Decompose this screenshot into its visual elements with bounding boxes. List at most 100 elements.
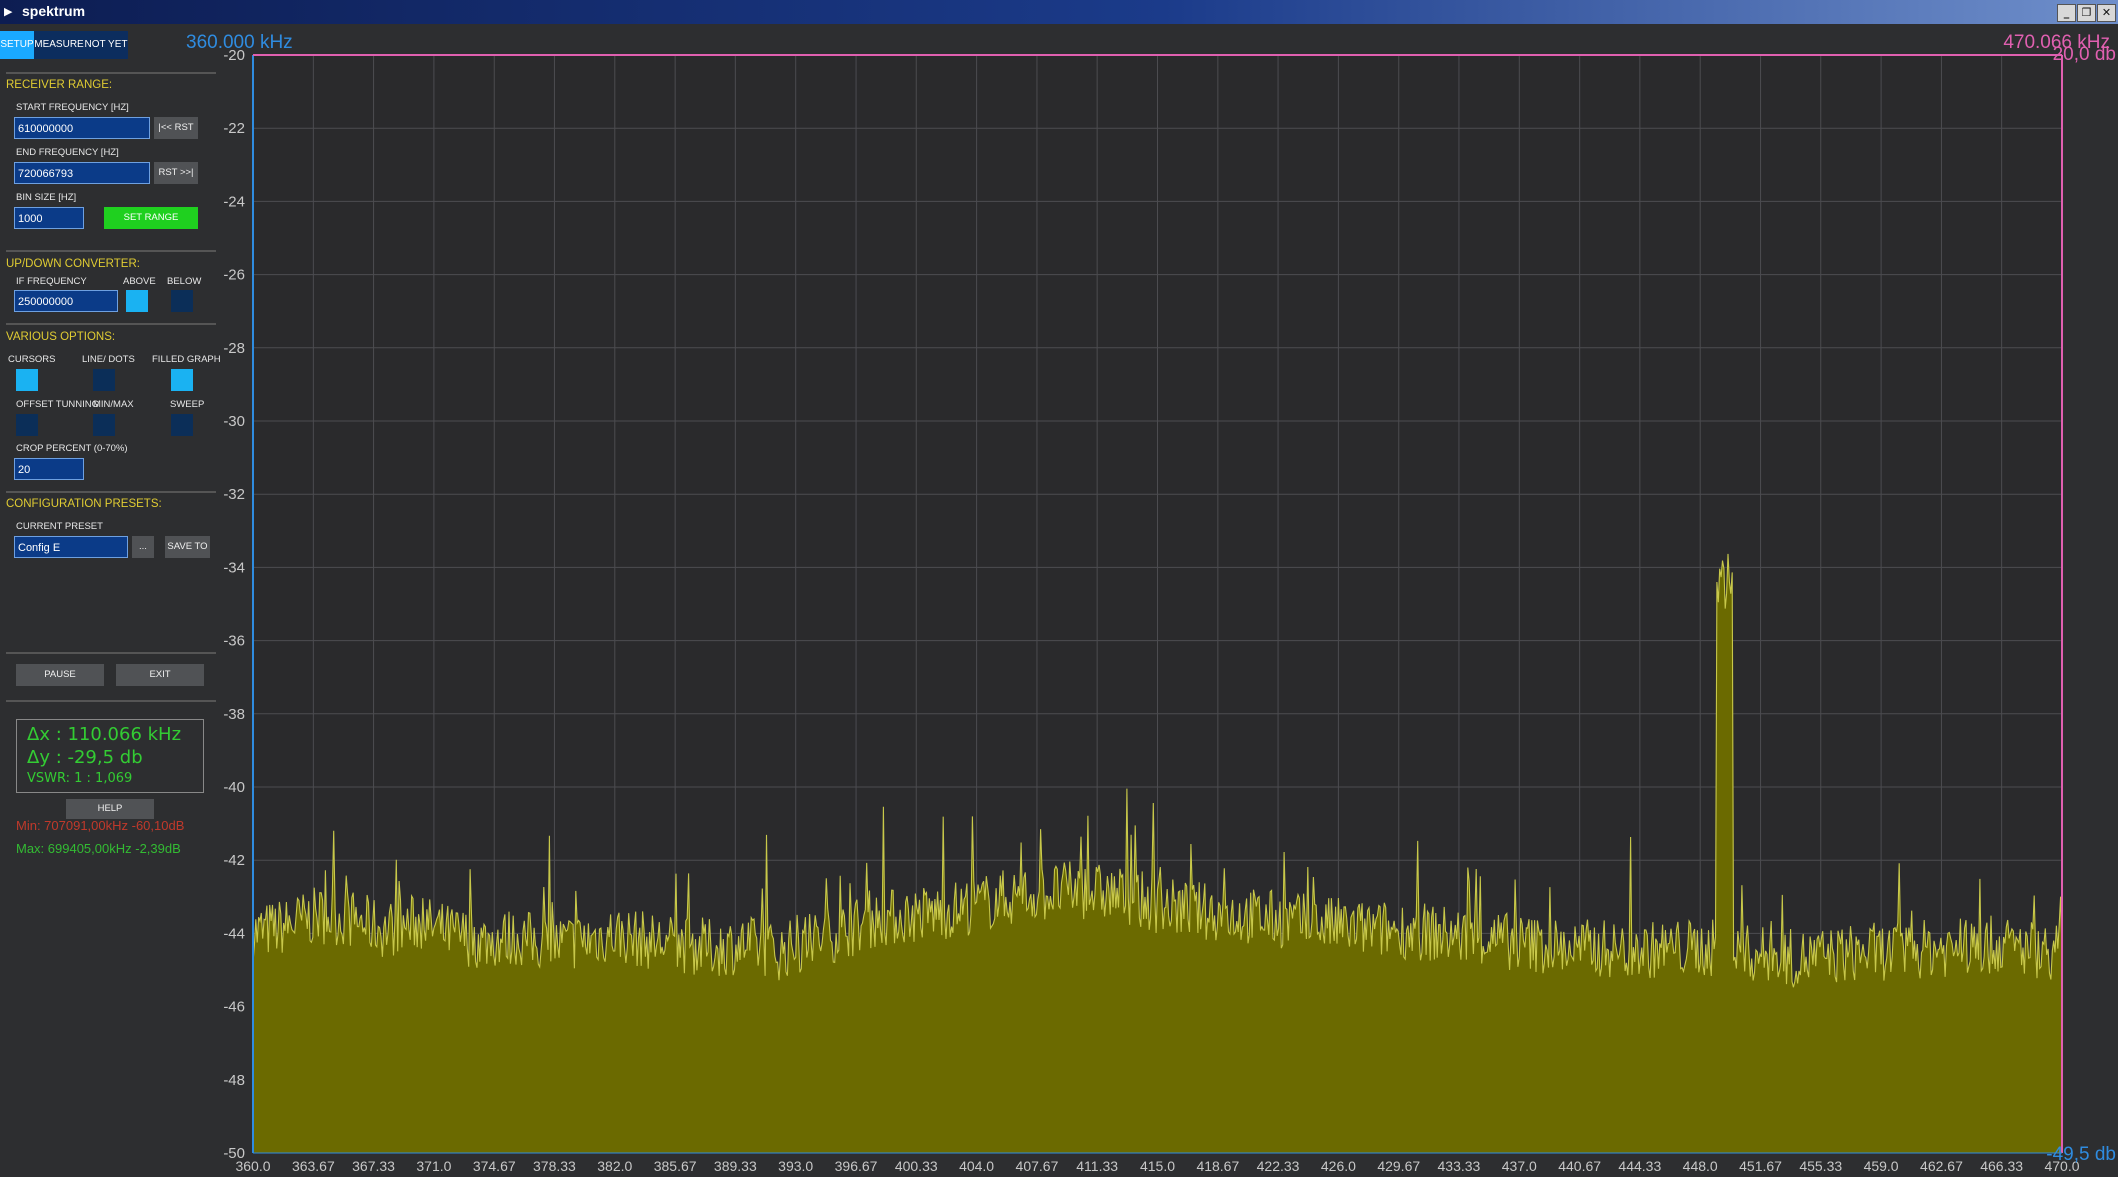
presets-header: CONFIGURATION PRESETS:	[6, 498, 162, 510]
y-tick-label: -26	[223, 267, 245, 284]
app-logo-icon: ▶	[4, 5, 13, 18]
y-tick-label: -38	[223, 706, 245, 723]
filled-graph-checkbox[interactable]	[171, 369, 193, 391]
y-tick-label: -50	[223, 1145, 245, 1162]
y-tick-label: -40	[223, 779, 245, 796]
y-tick-label: -28	[223, 340, 245, 357]
offset-tunning-checkbox[interactable]	[16, 414, 38, 436]
start-frequency-input[interactable]: 610000000	[14, 117, 150, 139]
current-preset-input[interactable]: Config E	[14, 536, 128, 558]
x-tick-label: 448.0	[1683, 1158, 1718, 1174]
minimize-icon[interactable]: _	[2057, 4, 2076, 22]
if-frequency-label: IF FREQUENCY	[16, 276, 87, 287]
x-tick-label: 400.33	[895, 1158, 938, 1174]
x-tick-label: 374.67	[473, 1158, 516, 1174]
cursor-right-frequency-label: 470.066 kHz	[2003, 32, 2110, 53]
cursors-label: CURSORS	[8, 354, 56, 365]
above-checkbox[interactable]	[126, 290, 148, 312]
x-tick-label: 407.67	[1016, 1158, 1059, 1174]
x-tick-label: 466.33	[1980, 1158, 2023, 1174]
x-tick-label: 470.0	[2044, 1158, 2079, 1174]
above-label: ABOVE	[123, 276, 156, 287]
delta-x-readout: Δx : 110.066 kHz	[27, 724, 182, 745]
x-tick-label: 411.33	[1076, 1158, 1118, 1174]
x-tick-label: 415.0	[1140, 1158, 1175, 1174]
x-tick-label: 389.33	[714, 1158, 757, 1174]
x-tick-label: 396.67	[835, 1158, 878, 1174]
set-range-button[interactable]: SET RANGE	[104, 207, 198, 229]
line-dots-checkbox[interactable]	[93, 369, 115, 391]
x-tick-label: 367.33	[352, 1158, 395, 1174]
crop-percent-input[interactable]: 20	[14, 458, 84, 480]
y-tick-label: -36	[223, 633, 245, 650]
y-tick-label: -30	[223, 413, 245, 430]
min-readout: Min: 707091,00kHz -60,10dB	[16, 818, 185, 833]
window-title-bar: ▶ spektrum _ ❐ ✕	[0, 0, 2118, 24]
reset-end-button[interactable]: RST >>|	[154, 162, 198, 184]
spectrum-chart[interactable]: -20 -22 -24 -26 -28 -30 -32 -34 -36 -38 -40 -42 -44 -…	[0, 24, 2118, 1177]
save-preset-button[interactable]: SAVE TO	[165, 536, 210, 558]
tab-not-yet[interactable]: NOT YET	[84, 31, 128, 59]
x-tick-label: 455.33	[1799, 1158, 1842, 1174]
bottom-db-label: -49,5 db	[2046, 1144, 2116, 1165]
y-tick-label: -20	[223, 47, 245, 64]
maximize-icon[interactable]: ❐	[2077, 4, 2096, 22]
bin-size-input[interactable]: 1000	[14, 207, 84, 229]
x-tick-label: 422.33	[1257, 1158, 1300, 1174]
min-max-checkbox[interactable]	[93, 414, 115, 436]
converter-header: UP/DOWN CONVERTER:	[6, 258, 140, 270]
line-dots-label: LINE/ DOTS	[82, 354, 135, 365]
x-tick-label: 393.0	[778, 1158, 813, 1174]
offset-tunning-label: OFFSET TUNNING	[16, 399, 100, 410]
cursor-left-frequency-label: 360.000 kHz	[186, 32, 293, 53]
separator	[6, 250, 216, 252]
x-tick-label: 382.0	[597, 1158, 632, 1174]
y-tick-label: -46	[223, 999, 245, 1016]
x-tick-label: 426.0	[1321, 1158, 1356, 1174]
separator	[6, 700, 216, 702]
below-checkbox[interactable]	[171, 290, 193, 312]
separator	[6, 652, 216, 654]
browse-preset-button[interactable]: ...	[132, 536, 154, 558]
x-tick-label: 363.67	[292, 1158, 335, 1174]
tab-measure[interactable]: MEASURE	[34, 31, 84, 59]
delta-y-readout: Δy : -29,5 db	[27, 747, 143, 768]
x-tick-label: 459.0	[1864, 1158, 1899, 1174]
receiver-range-header: RECEIVER RANGE:	[6, 79, 113, 91]
x-tick-label: 433.33	[1438, 1158, 1481, 1174]
spectrum-fill	[253, 553, 2062, 1153]
below-label: BELOW	[167, 276, 202, 287]
end-frequency-input[interactable]: 720066793	[14, 162, 150, 184]
sweep-checkbox[interactable]	[171, 414, 193, 436]
crop-percent-label: CROP PERCENT (0-70%)	[16, 443, 128, 454]
x-tick-label: 378.33	[533, 1158, 576, 1174]
y-tick-label: -44	[223, 925, 245, 942]
spectrum-trace	[252, 553, 2063, 988]
x-tick-label: 429.67	[1377, 1158, 1420, 1174]
end-frequency-label: END FREQUENCY [HZ]	[16, 147, 119, 158]
close-icon[interactable]: ✕	[2097, 4, 2116, 22]
if-frequency-input[interactable]: 250000000	[14, 290, 118, 312]
y-tick-label: -48	[223, 1072, 245, 1089]
cursors-checkbox[interactable]	[16, 369, 38, 391]
current-preset-label: CURRENT PRESET	[16, 521, 103, 532]
window-title: spektrum	[22, 3, 86, 19]
sweep-label: SWEEP	[170, 399, 205, 410]
x-tick-label: 404.0	[959, 1158, 994, 1174]
exit-button[interactable]: EXIT	[116, 664, 204, 686]
reset-start-button[interactable]: |<< RST	[154, 117, 198, 139]
x-tick-label: 437.0	[1502, 1158, 1537, 1174]
y-tick-label: -24	[223, 193, 245, 210]
x-tick-label: 451.67	[1739, 1158, 1782, 1174]
pause-button[interactable]: PAUSE	[16, 664, 104, 686]
y-tick-label: -42	[223, 852, 245, 869]
y-tick-label: -34	[223, 559, 245, 576]
separator	[6, 72, 216, 74]
tab-setup[interactable]: SETUP	[0, 31, 34, 59]
vswr-readout: VSWR: 1 : 1,069	[27, 771, 133, 786]
x-tick-label: 385.67	[654, 1158, 697, 1174]
x-tick-label: 360.0	[235, 1158, 270, 1174]
help-button[interactable]: HELP	[66, 799, 154, 819]
max-readout: Max: 699405,00kHz -2,39dB	[16, 841, 181, 856]
x-tick-label: 440.67	[1558, 1158, 1601, 1174]
